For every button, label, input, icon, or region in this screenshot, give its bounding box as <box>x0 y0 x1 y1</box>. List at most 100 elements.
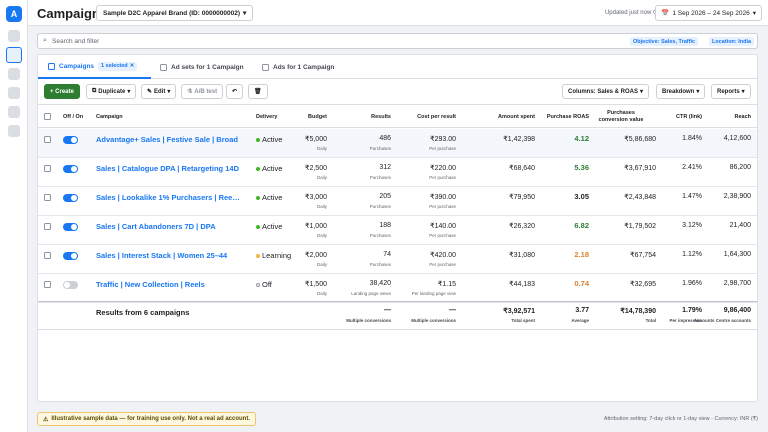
totals-cpr-sub: Multiple conversions <box>411 318 456 323</box>
col-purchase-roas[interactable]: Purchase ROAS <box>546 114 589 120</box>
reach-value: 4,12,600 <box>723 135 751 142</box>
campaign-toggle[interactable] <box>63 194 78 202</box>
results-type: Landing page views <box>351 291 391 296</box>
totals-results-sub: Multiple conversions <box>346 318 391 323</box>
nav-icon-3[interactable] <box>8 68 20 80</box>
selected-badge[interactable]: 1 selected ✕ <box>98 61 138 71</box>
campaigns-panel: Campaigns 1 selected ✕ Ad sets for 1 Cam… <box>37 54 758 402</box>
reports-selector[interactable]: Reports ▾ <box>711 84 751 99</box>
tab-label: Ad sets for 1 Campaign <box>171 63 244 71</box>
cost-per-result-value: ₹390.00 <box>430 194 456 201</box>
duplicate-button[interactable]: ⧉ Duplicate ▾ <box>86 84 137 99</box>
updated-status[interactable]: Updated just now ⟳ <box>604 10 658 16</box>
cost-per-result-type: Per purchase <box>429 175 456 180</box>
campaign-toggle[interactable] <box>63 252 78 260</box>
campaign-name-link[interactable]: Sales | Interest Stack | Women 25–44 <box>96 251 228 260</box>
attribution-setting[interactable]: Attribution setting: 7-day click or 1-da… <box>603 416 758 422</box>
tab-checkbox[interactable] <box>160 63 167 71</box>
nav-icon-4[interactable] <box>8 87 20 99</box>
tab-ads[interactable]: Ads for 1 Campaign <box>252 55 362 79</box>
columns-selector[interactable]: Columns: Sales & ROAS ▾ <box>562 84 650 99</box>
col-off-on[interactable]: Off / On <box>63 114 84 120</box>
breakdown-selector[interactable]: Breakdown ▾ <box>656 84 706 99</box>
col-delivery[interactable]: Delivery <box>256 114 278 120</box>
campaign-toggle[interactable] <box>63 223 78 231</box>
budget-type: Daily <box>316 262 327 267</box>
cost-per-result-value: ₹420.00 <box>430 252 456 259</box>
tab-checkbox[interactable] <box>48 62 55 70</box>
campaign-toggle[interactable] <box>63 136 78 144</box>
undo-button[interactable]: ↶ <box>226 84 244 99</box>
select-all-checkbox[interactable] <box>44 113 51 120</box>
col-campaign[interactable]: Campaign <box>96 114 123 120</box>
budget-value[interactable]: ₹3,000 <box>305 194 327 201</box>
col-ctr[interactable]: CTR (link) <box>676 114 702 120</box>
ab-test-button[interactable]: ⚗ A/B test <box>181 84 224 99</box>
tab-checkbox[interactable] <box>262 63 269 71</box>
budget-type: Daily <box>316 233 327 238</box>
delivery-status: Learning <box>262 251 292 260</box>
col-conversion-value[interactable]: Purchases conversion value <box>598 110 644 123</box>
campaign-name-link[interactable]: Sales | Cart Abandoners 7D | DPA <box>96 222 216 231</box>
col-budget[interactable]: Budget <box>308 114 327 120</box>
results-value: 38,420 <box>369 280 391 287</box>
sample-data-notice: ⚠ Illustrative sample data — for trainin… <box>37 412 256 426</box>
col-results[interactable]: Results <box>371 114 391 120</box>
table-row[interactable]: Advantage+ Sales | Festive Sale | Broad … <box>38 129 757 158</box>
table-row[interactable]: Sales | Interest Stack | Women 25–44 Lea… <box>38 245 757 274</box>
close-icon[interactable]: ✕ <box>129 63 135 69</box>
date-range-picker[interactable]: 📅 1 Sep 2026 – 24 Sep 2026 ▾ <box>655 5 762 21</box>
row-checkbox[interactable] <box>44 165 51 172</box>
totals-ctr-sub: Per impression <box>669 318 702 323</box>
calendar-icon: 📅 <box>661 10 670 17</box>
warning-icon: ⚠ <box>43 416 49 423</box>
results-value: 205 <box>379 193 391 200</box>
table-row[interactable]: Traffic | New Collection | Reels Off ₹1,… <box>38 274 757 303</box>
campaign-name-link[interactable]: Traffic | New Collection | Reels <box>96 280 205 289</box>
row-checkbox[interactable] <box>44 281 51 288</box>
budget-value[interactable]: ₹2,000 <box>305 252 327 259</box>
row-checkbox[interactable] <box>44 136 51 143</box>
tab-ad-sets[interactable]: Ad sets for 1 Campaign <box>150 55 257 79</box>
delete-button[interactable]: 🗑 <box>248 84 268 99</box>
row-checkbox[interactable] <box>44 223 51 230</box>
tab-campaigns[interactable]: Campaigns 1 selected ✕ <box>38 55 151 79</box>
nav-icon-6[interactable] <box>8 125 20 137</box>
campaign-name-link[interactable]: Advantage+ Sales | Festive Sale | Broad <box>96 135 238 144</box>
account-selector[interactable]: Sample D2C Apparel Brand (ID: 0000000002… <box>96 5 254 21</box>
col-amount-spent[interactable]: Amount spent <box>498 114 535 120</box>
results-type: Purchases <box>369 233 391 238</box>
amount-spent-value: ₹68,640 <box>509 165 535 172</box>
table-row[interactable]: Sales | Catalogue DPA | Retargeting 14D … <box>38 158 757 187</box>
cost-per-result-type: Per landing page view <box>411 291 456 296</box>
results-value: 188 <box>379 222 391 229</box>
create-button[interactable]: + Create <box>44 84 80 99</box>
nav-icon-5[interactable] <box>8 106 20 118</box>
search-input[interactable] <box>52 36 352 46</box>
table-row[interactable]: Sales | Cart Abandoners 7D | DPA Active … <box>38 216 757 245</box>
search-filter-bar[interactable]: ⌕ Objective: Sales, Traffic Location: In… <box>37 33 758 49</box>
row-checkbox[interactable] <box>44 252 51 259</box>
filter-chip-objective[interactable]: Objective: Sales, Traffic <box>630 37 699 46</box>
col-reach[interactable]: Reach <box>734 114 751 120</box>
filter-chip-location[interactable]: Location: India <box>709 37 755 46</box>
budget-value[interactable]: ₹2,500 <box>305 165 327 172</box>
row-checkbox[interactable] <box>44 194 51 201</box>
campaign-name-link[interactable]: Sales | Catalogue DPA | Retargeting 14D <box>96 164 239 173</box>
campaign-toggle[interactable] <box>63 165 78 173</box>
cost-per-result-value: ₹140.00 <box>430 223 456 230</box>
budget-value[interactable]: ₹5,000 <box>305 136 327 143</box>
budget-value[interactable]: ₹1,000 <box>305 223 327 230</box>
budget-value[interactable]: ₹1,500 <box>305 281 327 288</box>
campaign-name-link[interactable]: Sales | Lookalike 1% Purchasers | Ree… <box>96 193 240 202</box>
nav-icon-1[interactable] <box>8 30 20 42</box>
col-cost-per-result[interactable]: Cost per result <box>417 114 456 120</box>
delivery-status: Active <box>262 193 283 202</box>
purchase-roas-value: 6.82 <box>574 221 589 230</box>
edit-button[interactable]: ✎ Edit ▾ <box>141 84 177 99</box>
account-avatar[interactable]: A <box>6 6 22 22</box>
campaign-toggle[interactable] <box>63 281 78 289</box>
totals-ctr: 1.79% <box>682 307 702 314</box>
table-row[interactable]: Sales | Lookalike 1% Purchasers | Ree… A… <box>38 187 757 216</box>
nav-icon-2[interactable] <box>6 47 22 63</box>
